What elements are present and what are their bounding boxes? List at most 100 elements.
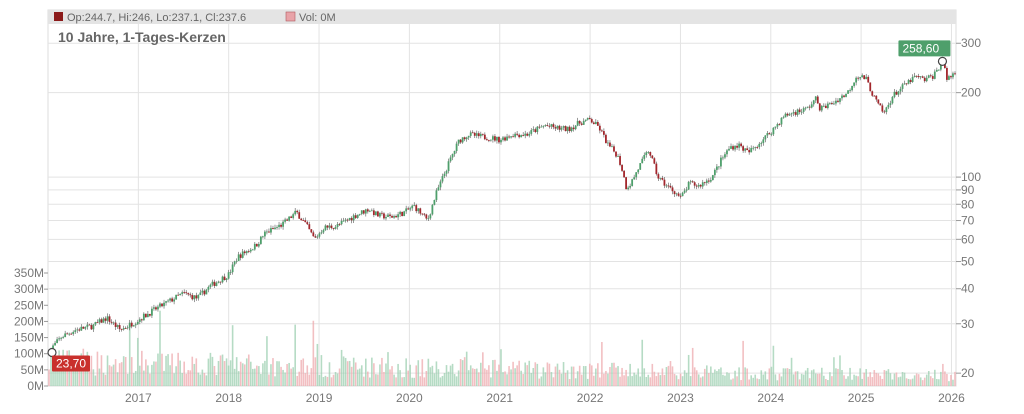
volume-bar [292, 367, 294, 386]
candle-body [483, 134, 486, 140]
volume-bar [562, 362, 565, 386]
volume-bar [151, 364, 153, 386]
candle-body [705, 180, 708, 183]
volume-bar [758, 379, 761, 386]
candle-body [173, 299, 176, 302]
candle-body [64, 333, 67, 338]
volume-bar [599, 377, 601, 386]
candle-body [810, 104, 813, 108]
volume-bar [669, 361, 672, 386]
volume-bar [942, 363, 944, 386]
candle-body [574, 125, 577, 130]
candle-body [695, 185, 698, 187]
volume-bar [514, 368, 516, 386]
volume-bar [925, 374, 928, 386]
candle-body [405, 208, 408, 212]
candle-body [738, 143, 740, 148]
candle-body [671, 187, 674, 192]
candle-body [661, 177, 664, 180]
volume-bar [391, 366, 393, 386]
volume-bar [223, 361, 226, 386]
volume-tick-label: 50M [21, 363, 44, 377]
candle-body [732, 146, 734, 150]
candle-body [379, 212, 381, 217]
candle-body [814, 96, 817, 101]
volume-bar [629, 363, 631, 386]
volume-bar [841, 369, 843, 386]
volume-bar [829, 372, 831, 386]
volume-bar [139, 365, 141, 386]
volume-bar [126, 373, 129, 386]
candle-body [889, 103, 892, 105]
candle-body [596, 122, 599, 126]
volume-bar [423, 377, 426, 386]
candle-body [98, 319, 101, 323]
candle-body [518, 134, 521, 138]
candle-body [756, 147, 759, 148]
volume-bar [936, 379, 938, 386]
price-tick-label: 60 [961, 232, 975, 246]
volume-bar [796, 371, 799, 386]
candle-body [778, 124, 781, 125]
candle-body [82, 326, 85, 329]
candle-body [849, 90, 851, 91]
volume-bar [294, 324, 296, 386]
candle-body [744, 148, 747, 151]
candle-body [925, 77, 928, 82]
candle-body [643, 155, 646, 159]
volume-bar [320, 355, 323, 386]
volume-bar [802, 374, 805, 386]
volume-bar [367, 371, 369, 386]
volume-bar [290, 368, 292, 386]
candle-body [851, 85, 853, 91]
candle-body [635, 172, 638, 178]
candle-body [693, 182, 696, 186]
candle-body [142, 313, 145, 321]
candle-body [487, 140, 490, 142]
candle-body [249, 249, 252, 252]
candle-body [165, 301, 167, 303]
candle-body [233, 261, 236, 265]
candle-body [609, 142, 611, 147]
volume-bar [189, 370, 192, 386]
candle-body [496, 136, 498, 141]
volume-bar [512, 361, 514, 386]
volume-bar [865, 369, 868, 386]
volume-bar [792, 374, 795, 386]
volume-bar [691, 347, 694, 386]
candle-body [94, 322, 97, 325]
candle-body [722, 157, 724, 159]
candle-body [415, 205, 418, 212]
time-tick-label: 2019 [306, 391, 333, 405]
volume-bar [249, 361, 252, 386]
volume-bar [332, 374, 335, 386]
candle-body [798, 109, 801, 113]
volume-bar [524, 362, 527, 386]
volume-bar [597, 363, 599, 386]
volume-bar [710, 366, 712, 386]
candle-body [116, 325, 119, 327]
volume-bar [229, 360, 232, 386]
volume-bar [247, 354, 250, 386]
volume-bar [342, 356, 345, 386]
volume-bar [582, 366, 585, 386]
volume-bar [742, 340, 744, 386]
candle-body [566, 126, 569, 132]
volume-bar [677, 379, 680, 386]
volume-bar [508, 366, 510, 386]
candle-body [453, 151, 456, 155]
candle-body [211, 281, 214, 285]
volume-bar [207, 358, 210, 386]
candle-body [887, 104, 890, 108]
candle-body [199, 292, 202, 295]
volume-bar [288, 362, 290, 386]
candle-body [56, 339, 58, 343]
candle-body [602, 131, 605, 135]
candle-body [385, 217, 387, 219]
volume-bar [766, 379, 769, 386]
volume-bar [756, 378, 759, 386]
volume-bar [901, 371, 904, 386]
volume-bar [455, 376, 458, 386]
candle-body [568, 126, 571, 132]
volume-bar [835, 368, 837, 386]
